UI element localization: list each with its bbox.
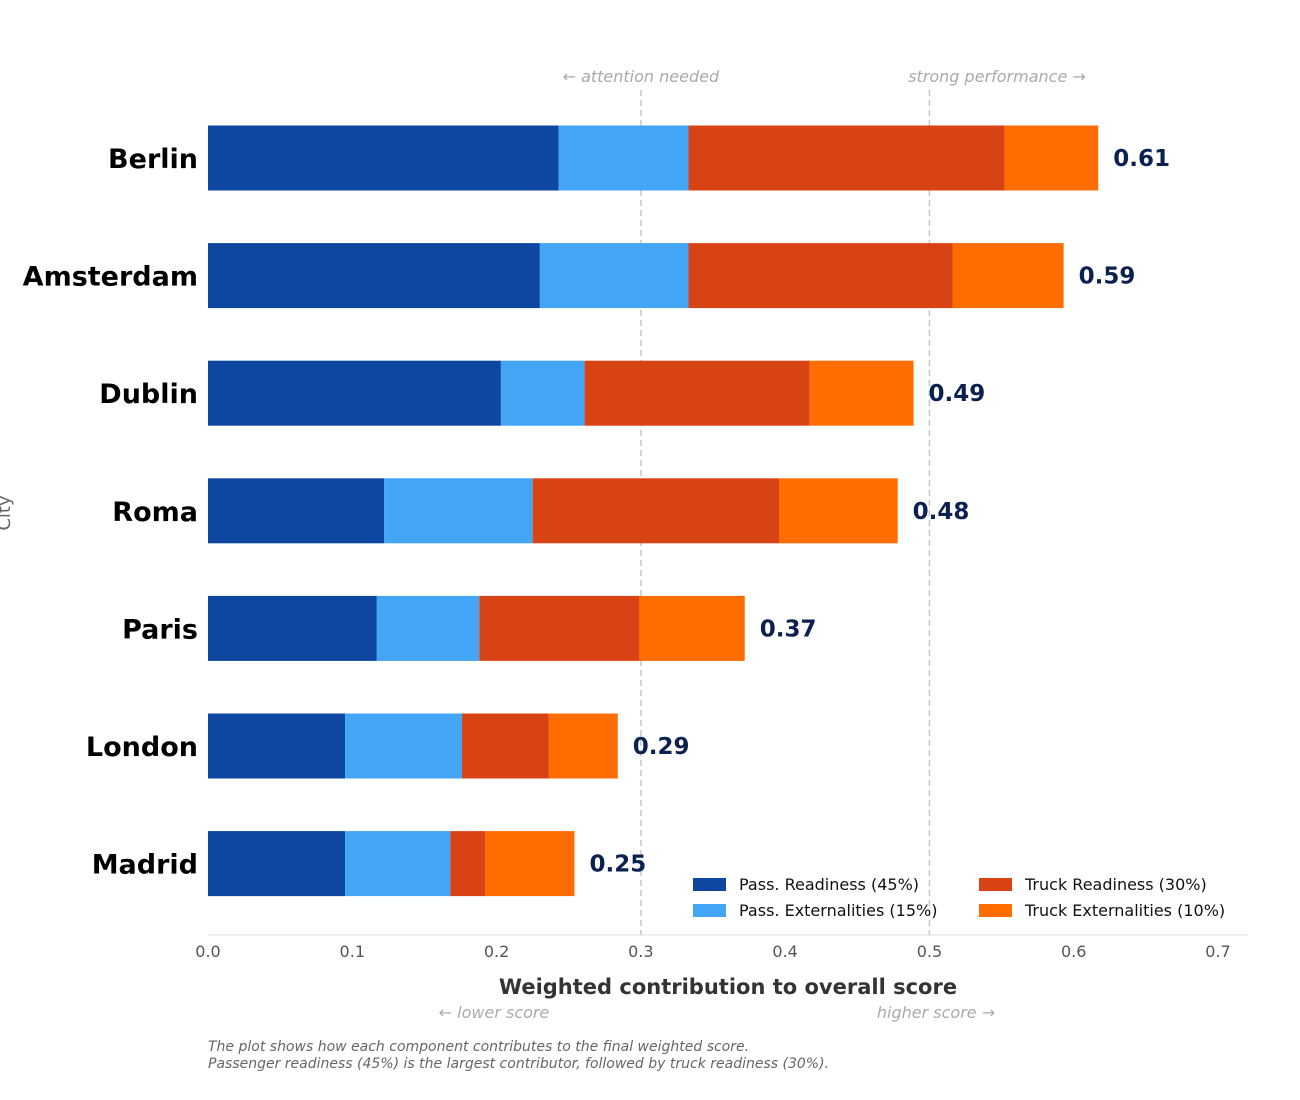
bar-segment (208, 713, 346, 779)
bar-segment (208, 125, 559, 191)
legend-swatch (979, 904, 1012, 917)
x-tick-label: 0.0 (195, 942, 220, 961)
bar-segment (548, 713, 618, 779)
legend-label: Truck Readiness (30%) (1024, 875, 1207, 894)
bar-segment (208, 478, 385, 544)
bar-segment (688, 243, 953, 309)
bar-segment (461, 713, 549, 779)
bar-segment (639, 595, 745, 661)
legend-label: Pass. Externalities (15%) (739, 901, 937, 920)
bar-segment (532, 478, 780, 544)
bar-segment (376, 595, 480, 661)
y-tick-label: London (86, 732, 198, 763)
legend-swatch (693, 904, 726, 917)
bar-segment (1004, 125, 1099, 191)
caption: The plot shows how each component contri… (208, 1039, 829, 1073)
x-tick-label: 0.3 (628, 942, 653, 961)
bar-segment (208, 595, 377, 661)
legend-label: Pass. Readiness (45%) (739, 875, 919, 894)
annotation-attention: ← attention needed (563, 67, 720, 86)
annotation-higher: higher score → (877, 1003, 995, 1022)
x-tick-label: 0.6 (1061, 942, 1086, 961)
legend-swatch (693, 878, 726, 891)
x-tick-label: 0.4 (772, 942, 797, 961)
caption-line-2: Passenger readiness (45%) is the largest… (208, 1056, 829, 1072)
bar-segment (345, 713, 462, 779)
bar-segment (952, 243, 1064, 309)
bar-segment (485, 831, 575, 897)
y-tick-label: Paris (122, 614, 198, 645)
x-tick-label: 0.1 (340, 942, 365, 961)
bar-segment (688, 125, 1005, 191)
total-label: 0.29 (633, 734, 690, 760)
bar-segment (558, 125, 689, 191)
bar-segment (779, 478, 898, 544)
annotation-strong: strong performance → (908, 67, 1086, 86)
x-tick-label: 0.2 (484, 942, 509, 961)
total-label: 0.48 (913, 499, 970, 525)
y-axis-label: City (0, 495, 15, 531)
bar-segment (479, 595, 640, 661)
bar-segment (809, 360, 914, 426)
total-label: 0.25 (589, 852, 646, 878)
x-tick-label: 0.5 (917, 942, 942, 961)
y-tick-label: Amsterdam (23, 262, 198, 293)
total-label: 0.37 (760, 616, 817, 642)
y-tick-label: Madrid (92, 850, 198, 881)
bar-segment (539, 243, 689, 309)
y-tick-label: Dublin (99, 379, 198, 410)
bar-segment (345, 831, 451, 897)
total-label: 0.59 (1079, 264, 1136, 290)
legend-label: Truck Externalities (10%) (1024, 901, 1225, 920)
legend-swatch (979, 878, 1012, 891)
bar-segment (584, 360, 810, 426)
total-label: 0.61 (1113, 146, 1170, 172)
caption-line-1: The plot shows how each component contri… (208, 1039, 750, 1055)
bar-segment (208, 243, 540, 309)
bar-segment (500, 360, 585, 426)
annotation-lower: ← lower score (439, 1003, 550, 1022)
bar-segment (450, 831, 486, 897)
x-axis-label: Weighted contribution to overall score (499, 975, 957, 999)
total-label: 0.49 (929, 381, 986, 407)
bar-segment (384, 478, 533, 544)
x-tick-label: 0.7 (1205, 942, 1230, 961)
bar-segment (208, 831, 346, 897)
y-tick-label: Roma (112, 497, 198, 528)
bar-segment (208, 360, 501, 426)
y-tick-label: Berlin (108, 144, 198, 175)
